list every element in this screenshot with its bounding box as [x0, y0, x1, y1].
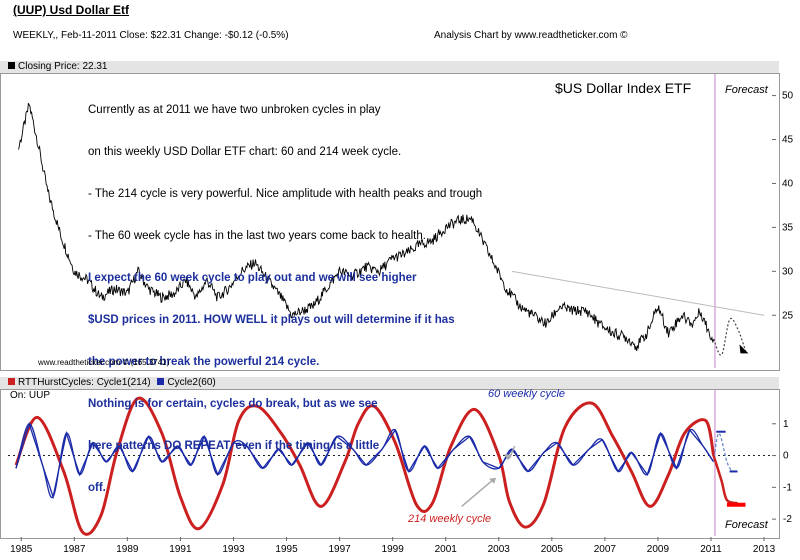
note-bold-3: the power to break the powerful 214 cycl… [88, 356, 320, 368]
price-y-tick-label: 40 [782, 178, 794, 189]
price-y-tick-label: 30 [782, 266, 794, 277]
x-tick-label: 1987 [63, 544, 86, 555]
analysis-note: Currently as at 2011 we have two unbroke… [88, 75, 482, 509]
annotation-214-arrow [461, 478, 494, 507]
price-legend-bar: Closing Price: 22.31 [0, 61, 779, 73]
x-tick-label: 1995 [275, 544, 298, 555]
price-panel [0, 73, 780, 371]
cycle2-legend-label: Cycle2(60) [167, 377, 216, 388]
x-tick-label: 2003 [488, 544, 511, 555]
annotation-214-week: 214 weekly cycle [408, 513, 492, 525]
cycle-legend-bar: RTTHurstCycles: Cycle1(214) Cycle2(60) [0, 377, 779, 389]
cycle-y-tick-label: 1 [783, 419, 789, 430]
note-plain-2: on this weekly USD Dollar ETF chart: 60 … [88, 146, 402, 158]
cycle-y-tick-label: -2 [783, 514, 792, 525]
note-bold-2: $USD prices in 2011. HOW WELL it plays o… [88, 314, 455, 326]
x-tick-label: 2005 [541, 544, 564, 555]
annotation-60-week: 60 weekly cycle [488, 388, 566, 400]
note-plain-1: Currently as at 2011 we have two unbroke… [88, 104, 381, 116]
cycle-forecast-label: Forecast [725, 519, 768, 531]
price-y-tick-label: 50 [782, 91, 794, 102]
note-bold-5: here patterns DO REPEAT, even if the tim… [88, 440, 380, 452]
x-tick-label: 1985 [10, 544, 33, 555]
note-bold-6: off. [88, 482, 106, 494]
note-bold-4: Nothing is for certain, cycles do break,… [88, 398, 378, 410]
price-series-line [18, 103, 715, 351]
note-plain-4: - The 60 week cycle has in the last two … [88, 230, 426, 242]
x-tick-label: 2013 [753, 544, 776, 555]
x-tick-label: 1997 [328, 544, 351, 555]
price-legend-label: Closing Price: 22.31 [18, 61, 108, 72]
x-tick-label: 1989 [116, 544, 139, 555]
cycle2-line-smooth [15, 423, 715, 499]
chart-info-line: WEEKLY,, Feb-11-2011 Close: $22.31 Chang… [13, 30, 289, 41]
price-y-tick-label: 25 [782, 310, 794, 321]
x-tick-label: 2011 [700, 544, 722, 555]
cycle1-legend-swatch [8, 378, 15, 385]
cycle1-legend-label: RTTHurstCycles: Cycle1(214) [18, 377, 151, 388]
x-tick-label: 1991 [169, 544, 192, 555]
note-bold-1: I expect the 60 week cycle to play out a… [88, 272, 417, 284]
annotation-60-arrowhead [504, 454, 513, 461]
x-tick-label: 1993 [222, 544, 245, 555]
x-tick-label: 2009 [647, 544, 670, 555]
cycle1-line [14, 396, 716, 536]
cycle-y-tick-label: -1 [783, 482, 792, 493]
annotation-214-arrowhead [489, 477, 497, 484]
price-y-tick-label: 35 [782, 222, 794, 233]
price-trendline [511, 270, 765, 316]
cycle2-forecast-line [712, 432, 733, 472]
price-chart-title: $US Dollar Index ETF [555, 80, 692, 96]
x-tick-label: 1999 [382, 544, 405, 555]
chart-credit: Analysis Chart by www.readtheticker.com … [434, 30, 628, 41]
price-y-tick-label: 45 [782, 135, 794, 146]
chart-title-link[interactable]: (UUP) Usd Dollar Etf [13, 3, 130, 17]
cycle-on-label: On: UUP [10, 390, 51, 401]
price-forecast-label: Forecast [725, 84, 768, 96]
cycle-y-tick-label: 0 [783, 451, 789, 462]
watermark: www.readtheticker.com © (165.3741) [38, 358, 170, 367]
price-forecast-arrowhead [739, 344, 749, 354]
cycle1-forecast-line [712, 455, 738, 505]
note-plain-3: - The 214 cycle is very powerful. Nice a… [88, 188, 483, 200]
cycle2-legend-swatch [157, 378, 165, 385]
x-tick-label: 2001 [435, 544, 458, 555]
x-tick-label: 2007 [594, 544, 617, 555]
price-legend-swatch [8, 62, 15, 69]
